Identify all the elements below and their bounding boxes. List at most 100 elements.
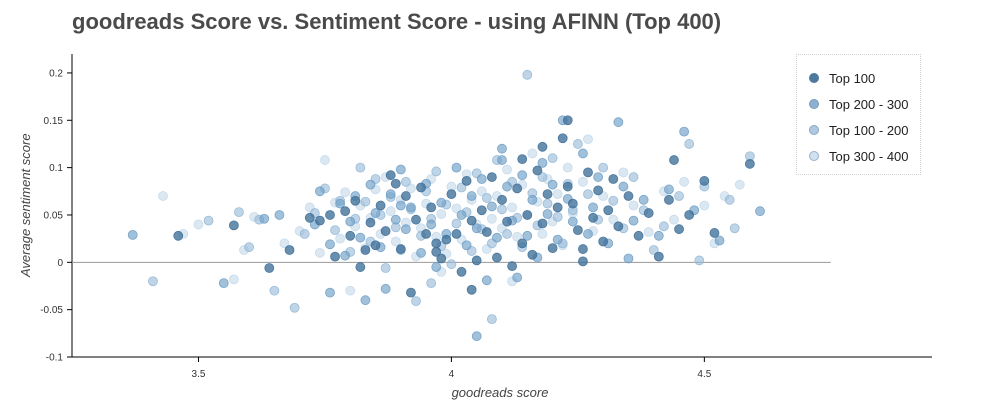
data-point <box>395 200 406 211</box>
data-point <box>360 295 371 306</box>
legend-label: Top 300 - 400 <box>829 148 909 164</box>
data-point <box>355 162 366 173</box>
data-point <box>365 179 376 190</box>
data-point <box>669 214 679 225</box>
data-point <box>608 174 619 184</box>
data-point <box>446 259 457 270</box>
chart-title: goodreads Score vs. Sentiment Score - us… <box>72 9 722 34</box>
data-point <box>613 117 624 128</box>
data-point <box>562 181 573 192</box>
data-point <box>512 231 523 242</box>
data-point <box>547 243 558 254</box>
data-point <box>608 195 619 206</box>
data-point <box>684 210 695 220</box>
data-point <box>421 229 432 239</box>
data-point <box>532 165 543 176</box>
data-point <box>547 153 558 164</box>
data-point <box>497 204 507 215</box>
legend-label: Top 200 - 300 <box>829 96 909 112</box>
data-point <box>451 162 462 173</box>
y-tick-label: 0 <box>57 258 63 269</box>
data-point <box>456 182 467 193</box>
legend-item-top-100: Top 100 <box>797 65 920 91</box>
data-point <box>411 296 421 307</box>
data-point <box>486 314 497 325</box>
data-point <box>325 210 335 220</box>
x-tick-label: 3.5 <box>192 369 206 380</box>
data-point <box>395 164 406 175</box>
data-point <box>345 285 356 296</box>
data-point <box>588 202 598 213</box>
data-point <box>330 251 340 262</box>
data-point <box>471 255 482 266</box>
data-point <box>542 198 553 209</box>
data-point <box>593 185 604 196</box>
y-tick-label: -0.1 <box>46 353 64 364</box>
data-point <box>699 200 710 211</box>
data-point <box>542 209 553 219</box>
data-point <box>638 194 649 205</box>
data-point <box>461 240 472 251</box>
data-point <box>431 262 442 272</box>
data-point <box>552 234 563 245</box>
data-point <box>744 158 755 169</box>
data-point <box>562 162 573 173</box>
data-point <box>648 245 659 255</box>
data-point <box>466 191 477 201</box>
data-point <box>664 194 674 205</box>
data-point <box>395 244 406 254</box>
data-point <box>375 200 386 211</box>
data-point <box>618 167 629 178</box>
y-tick-label: 0.1 <box>49 163 63 174</box>
data-point <box>502 164 512 175</box>
data-point <box>314 215 325 226</box>
data-point <box>633 230 644 241</box>
data-point <box>390 236 401 247</box>
data-point <box>193 219 204 230</box>
data-point <box>390 214 401 225</box>
data-point <box>314 186 325 197</box>
data-point <box>390 178 401 189</box>
data-point <box>426 219 437 230</box>
data-point <box>426 202 437 213</box>
data-point <box>274 210 285 220</box>
data-point <box>517 170 528 181</box>
y-tick-label: -0.05 <box>40 305 63 316</box>
data-point <box>537 141 548 152</box>
data-point <box>385 206 396 217</box>
data-point <box>628 215 639 226</box>
data-point <box>552 211 563 222</box>
y-axis-label: Average sentiment score <box>18 133 33 278</box>
legend-item-top-200-300: Top 200 - 300 <box>797 91 920 117</box>
data-point <box>365 217 376 228</box>
data-point <box>562 115 573 126</box>
data-point <box>512 183 523 194</box>
data-point <box>446 189 457 200</box>
data-point <box>259 213 270 224</box>
legend-marker <box>809 99 819 109</box>
data-point <box>304 212 315 223</box>
data-point <box>583 134 593 145</box>
data-point <box>537 172 548 182</box>
legend-item-top-300-400: Top 300 - 400 <box>797 143 920 169</box>
data-point <box>320 155 330 165</box>
data-point <box>552 202 563 213</box>
data-point <box>406 287 416 298</box>
data-point <box>345 230 356 241</box>
data-point <box>664 184 674 195</box>
data-point <box>486 201 497 212</box>
data-point <box>679 176 690 187</box>
data-point <box>456 210 467 220</box>
data-point <box>476 186 487 197</box>
data-point <box>724 194 735 205</box>
data-point <box>557 133 568 144</box>
data-point <box>522 230 533 241</box>
data-point <box>360 196 371 207</box>
data-point <box>502 229 512 239</box>
data-point <box>552 189 563 200</box>
data-point <box>411 214 421 225</box>
data-point <box>355 262 366 272</box>
data-point <box>517 154 528 165</box>
data-point <box>497 143 507 154</box>
